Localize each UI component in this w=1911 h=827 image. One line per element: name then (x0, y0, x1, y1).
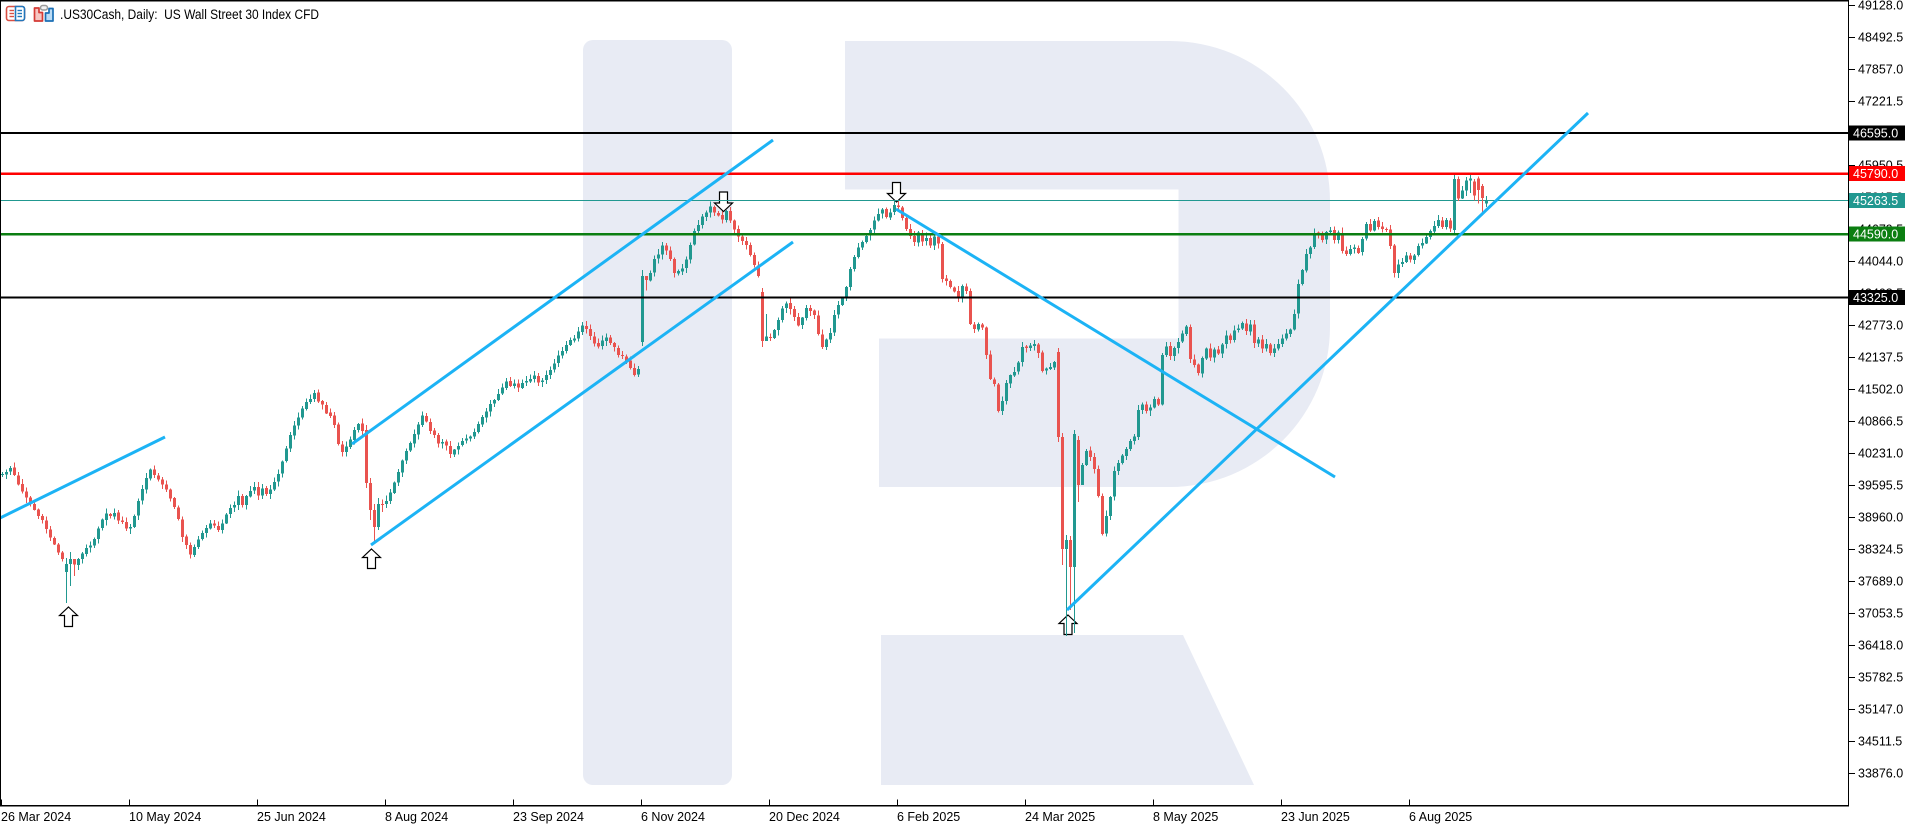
svg-text:45790.0: 45790.0 (1853, 167, 1898, 181)
svg-text:24 Mar 2025: 24 Mar 2025 (1025, 810, 1095, 824)
svg-text:6 Aug 2025: 6 Aug 2025 (1409, 810, 1472, 824)
svg-text:25 Jun 2024: 25 Jun 2024 (257, 810, 326, 824)
svg-text:47221.5: 47221.5 (1858, 95, 1903, 109)
svg-text:33876.0: 33876.0 (1858, 767, 1903, 781)
svg-text:48492.5: 48492.5 (1858, 31, 1903, 45)
svg-text:37053.5: 37053.5 (1858, 607, 1903, 621)
svg-text:45263.5: 45263.5 (1853, 194, 1898, 208)
svg-text:8 May 2025: 8 May 2025 (1153, 810, 1218, 824)
svg-text:44590.0: 44590.0 (1853, 227, 1898, 241)
svg-text:38960.0: 38960.0 (1858, 511, 1903, 525)
svg-text:.US30Cash, Daily: US Wall Str: .US30Cash, Daily: US Wall Street 30 Inde… (60, 7, 319, 23)
svg-text:20 Dec 2024: 20 Dec 2024 (769, 810, 840, 824)
svg-text:36418.0: 36418.0 (1858, 639, 1903, 653)
svg-text:23 Jun 2025: 23 Jun 2025 (1281, 810, 1350, 824)
svg-text:43325.0: 43325.0 (1853, 291, 1898, 305)
svg-text:38324.5: 38324.5 (1858, 543, 1903, 557)
svg-text:44044.0: 44044.0 (1858, 255, 1903, 269)
svg-text:42137.5: 42137.5 (1858, 351, 1903, 365)
svg-text:42773.0: 42773.0 (1858, 319, 1903, 333)
svg-text:49128.0: 49128.0 (1858, 0, 1903, 13)
svg-text:34511.5: 34511.5 (1858, 735, 1902, 749)
svg-text:47857.0: 47857.0 (1858, 63, 1903, 77)
svg-text:26 Mar 2024: 26 Mar 2024 (1, 810, 71, 824)
svg-text:8 Aug 2024: 8 Aug 2024 (385, 810, 448, 824)
svg-text:37689.0: 37689.0 (1858, 575, 1903, 589)
svg-text:40866.5: 40866.5 (1858, 415, 1903, 429)
svg-text:35147.0: 35147.0 (1858, 703, 1903, 717)
svg-text:41502.0: 41502.0 (1858, 383, 1903, 397)
svg-text:23 Sep 2024: 23 Sep 2024 (513, 810, 584, 824)
svg-text:35782.5: 35782.5 (1858, 671, 1903, 685)
svg-text:46595.0: 46595.0 (1853, 126, 1898, 140)
svg-text:6 Feb 2025: 6 Feb 2025 (897, 810, 960, 824)
svg-text:6 Nov 2024: 6 Nov 2024 (641, 810, 705, 824)
svg-text:10 May 2024: 10 May 2024 (129, 810, 201, 824)
svg-text:40231.0: 40231.0 (1858, 447, 1903, 461)
svg-text:39595.5: 39595.5 (1858, 479, 1903, 493)
